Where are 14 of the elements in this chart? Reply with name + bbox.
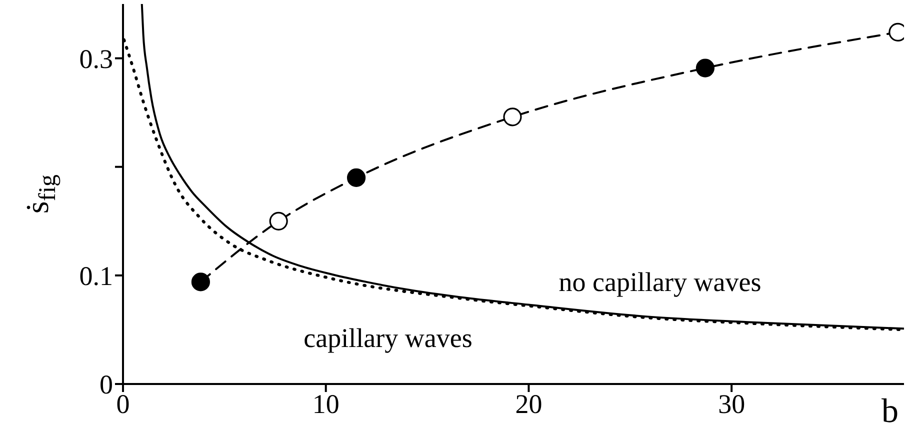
- annotation: no capillary waves: [558, 267, 762, 297]
- point: [696, 58, 714, 78]
- y-tick-label: 0.1: [79, 261, 113, 292]
- y-tick-label: 0: [100, 370, 113, 400]
- point: [346, 168, 366, 188]
- point: [269, 212, 288, 230]
- y-tick-label: 0.3: [79, 44, 113, 74]
- x-tick-label: 20: [515, 389, 542, 420]
- annotation: capillary waves: [304, 323, 472, 353]
- x-tick-label: 10: [312, 389, 340, 420]
- x-tick-label: 30: [718, 389, 746, 420]
- point: [503, 108, 522, 126]
- x-axis-title: b: [882, 393, 898, 429]
- point: [191, 272, 210, 292]
